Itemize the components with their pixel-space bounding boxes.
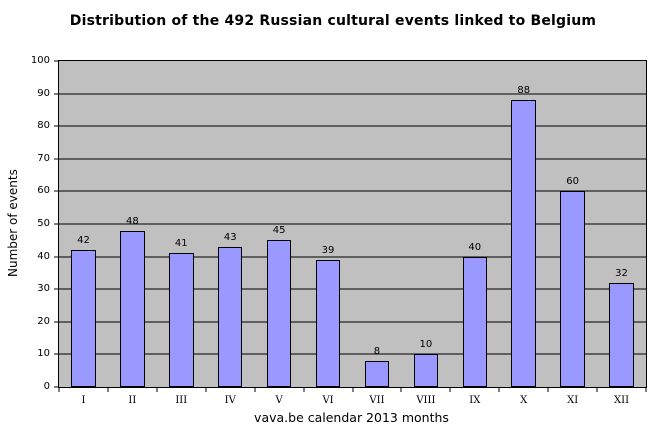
gridline [59, 158, 646, 160]
x-axis-category-label: III [175, 395, 188, 406]
bar-value-label: 48 [126, 215, 139, 227]
x-axis-tick [449, 387, 451, 392]
y-axis-tick [54, 321, 59, 323]
x-axis-category-label: IX [469, 395, 481, 406]
x-axis-category-label: XII [614, 395, 630, 406]
y-axis-tick-label: 10 [37, 348, 50, 360]
y-axis-title: Number of events [6, 169, 20, 277]
y-axis-tick [54, 288, 59, 290]
y-axis-tick [54, 190, 59, 192]
bar [364, 360, 390, 387]
bar [266, 240, 292, 387]
gridline [59, 93, 646, 95]
x-axis-tick [58, 387, 60, 392]
bar [217, 246, 243, 387]
y-axis-tick-label: 80 [37, 120, 50, 132]
x-axis-category-label: II [128, 395, 137, 406]
bar [169, 253, 194, 387]
x-axis-title: vava.be calendar 2013 months [254, 410, 449, 425]
bar-value-label: 41 [174, 238, 188, 250]
y-axis-tick-label: 30 [37, 283, 50, 295]
bar [560, 191, 585, 387]
bar-value-label: 45 [272, 225, 286, 237]
y-axis-tick-label: 90 [37, 87, 50, 99]
bar [511, 100, 536, 387]
y-axis-tick [54, 93, 59, 95]
y-axis-tick [54, 256, 59, 258]
bar-value-label: 32 [615, 267, 628, 279]
x-axis-tick [205, 387, 207, 392]
bar [71, 250, 96, 387]
y-axis-tick-label: 20 [37, 315, 50, 327]
y-axis-tick-label: 40 [37, 250, 50, 262]
bar-value-label: 43 [223, 231, 237, 243]
x-axis-category-label: VI [322, 395, 334, 406]
bar [462, 256, 488, 387]
gridline [59, 223, 646, 225]
y-axis-tick [54, 125, 59, 127]
y-axis-tick [54, 353, 59, 355]
y-axis-tick [54, 386, 59, 388]
x-axis-tick [596, 387, 598, 392]
bar-value-label: 39 [321, 244, 335, 256]
y-axis-tick [54, 223, 59, 225]
y-axis-tick [54, 60, 59, 62]
y-axis-tick-label: 0 [43, 381, 50, 392]
x-axis-category-label: VII [369, 395, 385, 406]
x-axis-tick [645, 387, 647, 392]
bar-value-label: 42 [77, 235, 90, 247]
plot-area: 0 10 20 30 40 50 60 70 80 90 100 42 I 48 II 41 III 43 IV 45… [31, 56, 647, 406]
x-axis-tick [156, 387, 158, 392]
gridline [59, 190, 646, 192]
y-axis-tick [54, 158, 59, 160]
y-axis-tick-label: 50 [37, 218, 50, 229]
x-axis-category-label: VIII [416, 395, 436, 406]
gridline [59, 321, 646, 323]
bar [413, 354, 439, 387]
y-axis-tick-label: 60 [37, 185, 50, 197]
bar [120, 230, 145, 387]
x-axis-tick [547, 387, 549, 392]
bar-value-label: 8 [373, 345, 381, 357]
x-axis-tick [352, 387, 353, 392]
x-axis-category-label: I [81, 395, 86, 406]
x-axis-category-label: IV [224, 395, 236, 406]
bar [609, 282, 634, 387]
x-axis-category-label: V [275, 395, 283, 406]
gridline [59, 256, 646, 258]
x-axis-category-label: XI [567, 395, 579, 406]
x-axis-tick [303, 387, 305, 392]
chart-title: Distribution of the 492 Russian cultural… [69, 13, 597, 29]
gridline [59, 125, 646, 127]
y-axis-tick-label: 100 [30, 55, 50, 66]
bar [315, 259, 341, 387]
x-axis-tick [400, 387, 402, 392]
gridline [59, 353, 646, 355]
bar-value-label: 88 [517, 85, 531, 97]
x-axis-tick [107, 387, 109, 392]
gridline [59, 288, 646, 290]
x-axis-tick [254, 387, 256, 392]
y-axis-tick-label: 70 [37, 152, 50, 164]
bar-value-label: 10 [419, 339, 433, 351]
x-axis-tick [498, 387, 500, 392]
bar-value-label: 60 [566, 176, 579, 188]
bar-value-label: 40 [468, 241, 482, 253]
x-axis-category-label: X [520, 395, 528, 406]
